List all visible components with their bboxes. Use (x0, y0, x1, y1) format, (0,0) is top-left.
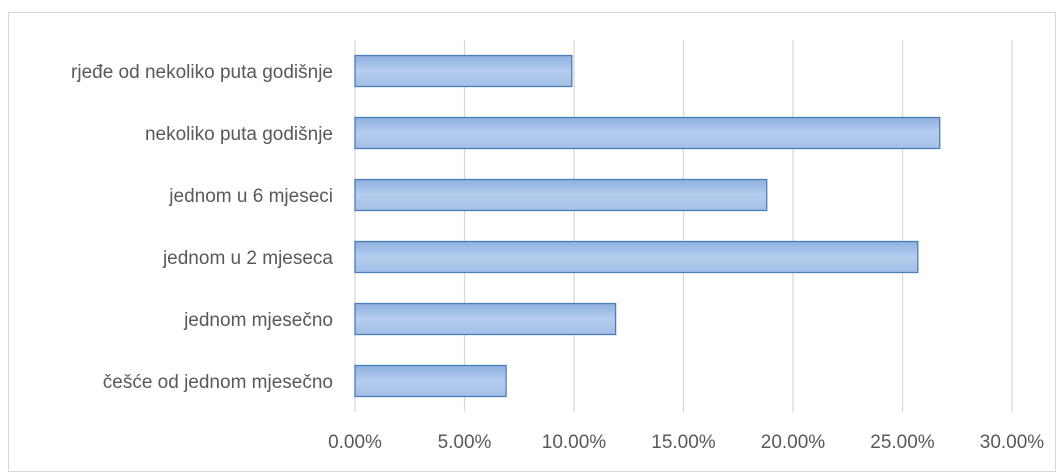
bar (354, 240, 919, 274)
bar (354, 364, 507, 398)
bar (354, 116, 941, 150)
category-label: češće od jednom mjesečno (103, 372, 333, 393)
category-label: jednom u 6 mjeseci (168, 186, 333, 207)
bar (354, 54, 573, 88)
x-tick-labels: 0.00% 5.00% 10.00% 15.00% 20.00% 25.00% 30.00% (328, 432, 1044, 453)
x-tick-label: 5.00% (438, 432, 492, 453)
x-tick-label: 30.00% (980, 432, 1045, 453)
grid-lines (354, 40, 1013, 412)
category-label: jednom mjesečno (183, 310, 333, 331)
x-tick-label: 0.00% (328, 432, 382, 453)
bars (354, 54, 941, 398)
category-label: nekoliko puta godišnje (145, 124, 333, 145)
category-label: rjeđe od nekoliko puta godišnje (71, 62, 333, 83)
category-labels: rjeđe od nekoliko puta godišnje nekoliko … (71, 62, 333, 393)
bar (354, 302, 617, 336)
x-tick-label: 20.00% (761, 432, 826, 453)
x-tick-label: 10.00% (542, 432, 607, 453)
bar (354, 178, 768, 212)
x-tick-label: 25.00% (870, 432, 935, 453)
x-tick-label: 15.00% (651, 432, 716, 453)
category-label: jednom u 2 mjeseca (162, 248, 333, 269)
